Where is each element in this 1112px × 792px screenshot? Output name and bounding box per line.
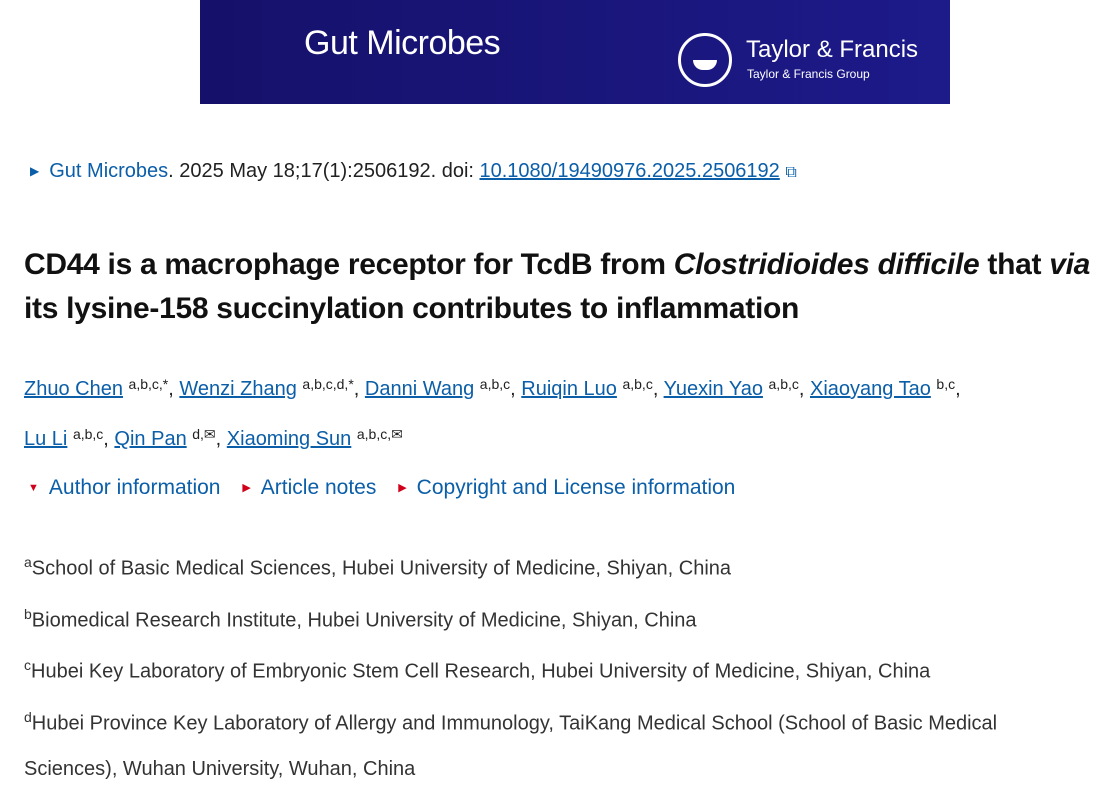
author: Zhuo Chen a,b,c,*, bbox=[24, 376, 180, 400]
author-link[interactable]: Wenzi Zhang bbox=[179, 378, 297, 400]
author: Qin Pan d,✉, bbox=[114, 426, 227, 450]
affiliation-key: b bbox=[24, 605, 32, 622]
journal-link[interactable]: Gut Microbes bbox=[49, 160, 169, 182]
affiliation-a: aSchool of Basic Medical Sciences, Hubei… bbox=[24, 540, 1084, 592]
triangle-right-icon: ▶ bbox=[242, 482, 251, 494]
author-affiliation-marks: a,b,c bbox=[622, 376, 653, 392]
publisher-logo-icon bbox=[678, 33, 732, 87]
author-link[interactable]: Yuexin Yao bbox=[663, 378, 763, 400]
affiliation-text: Hubei Key Laboratory of Embryonic Stem C… bbox=[31, 660, 931, 683]
triangle-right-icon: ▶ bbox=[398, 482, 407, 494]
author: Xiaoming Sun a,b,c,✉ bbox=[226, 426, 403, 450]
author-affiliation-marks: a,b,c,✉ bbox=[356, 426, 403, 442]
author-link[interactable]: Zhuo Chen bbox=[24, 378, 123, 400]
journal-name: Gut Microbes bbox=[304, 24, 501, 62]
author-affiliation-marks: b,c bbox=[936, 376, 956, 392]
triangle-down-icon: ▼ bbox=[28, 482, 39, 494]
author-affiliation-marks: a,b,c,* bbox=[128, 376, 169, 392]
author-link[interactable]: Qin Pan bbox=[114, 428, 187, 450]
author-link[interactable]: Lu Li bbox=[24, 428, 68, 450]
affiliation-text: Hubei Province Key Laboratory of Allergy… bbox=[24, 712, 998, 780]
journal-banner: Gut Microbes Taylor & Francis Taylor & F… bbox=[200, 0, 950, 104]
article-notes-toggle[interactable]: ▶ Article notes bbox=[242, 476, 377, 499]
publisher-name: Taylor & Francis bbox=[746, 36, 919, 63]
author-information-toggle[interactable]: ▼ Author information bbox=[28, 476, 221, 499]
author-link[interactable]: Xiaoming Sun bbox=[226, 428, 352, 450]
article-meta-toggles: ▼ Author information ▶ Article notes ▶ Copy… bbox=[28, 476, 751, 500]
affiliations: aSchool of Basic Medical Sciences, Hubei… bbox=[24, 540, 1084, 792]
author: Xiaoyang Tao b,c, bbox=[810, 376, 961, 400]
affiliation-key: c bbox=[24, 657, 31, 674]
article-title: CD44 is a macrophage receptor for TcdB f… bbox=[24, 248, 1091, 325]
author: Yuexin Yao a,b,c, bbox=[663, 376, 810, 400]
author-link[interactable]: Ruiqin Luo bbox=[521, 378, 617, 400]
author-affiliation-marks: a,b,c bbox=[479, 376, 511, 392]
publisher-group: Taylor & Francis Group bbox=[747, 67, 870, 81]
external-link-icon[interactable]: ⧉ bbox=[785, 164, 797, 181]
expand-triangle-icon[interactable]: ▶ bbox=[30, 164, 40, 178]
author-link[interactable]: Xiaoyang Tao bbox=[810, 378, 931, 400]
affiliation-text: School of Basic Medical Sciences, Hubei … bbox=[31, 557, 732, 580]
copyright-toggle[interactable]: ▶ Copyright and License information bbox=[398, 476, 736, 499]
author-list: Zhuo Chen a,b,c,*, Wenzi Zhang a,b,c,d,*… bbox=[24, 362, 1112, 462]
author: Lu Li a,b,c, bbox=[24, 426, 115, 450]
author-affiliation-marks: a,b,c bbox=[768, 376, 799, 392]
affiliation-key: a bbox=[24, 554, 32, 570]
author-affiliation-marks: a,b,c,d,* bbox=[302, 376, 354, 392]
author-affiliation-marks: a,b,c bbox=[72, 426, 104, 442]
author: Danni Wang a,b,c, bbox=[364, 376, 522, 400]
doi-link[interactable]: 10.1080/19490976.2025.2506192 bbox=[479, 160, 780, 182]
affiliation-text: Biomedical Research Institute, Hubei Uni… bbox=[31, 609, 697, 632]
affiliation-b: bBiomedical Research Institute, Hubei Un… bbox=[24, 592, 1084, 644]
author: Ruiqin Luo a,b,c, bbox=[521, 376, 664, 400]
author: Wenzi Zhang a,b,c,d,*, bbox=[179, 376, 365, 400]
citation: ▶ Gut Microbes. 2025 May 18;17(1):2506192… bbox=[30, 160, 797, 183]
affiliation-d: dHubei Province Key Laboratory of Allerg… bbox=[24, 695, 1084, 792]
affiliation-c: cHubei Key Laboratory of Embryonic Stem … bbox=[24, 643, 1084, 695]
affiliation-key: d bbox=[24, 708, 32, 725]
author-link[interactable]: Danni Wang bbox=[364, 378, 475, 400]
author-affiliation-marks: d,✉ bbox=[192, 426, 216, 442]
citation-details: . 2025 May 18;17(1):2506192. doi: bbox=[168, 160, 480, 182]
